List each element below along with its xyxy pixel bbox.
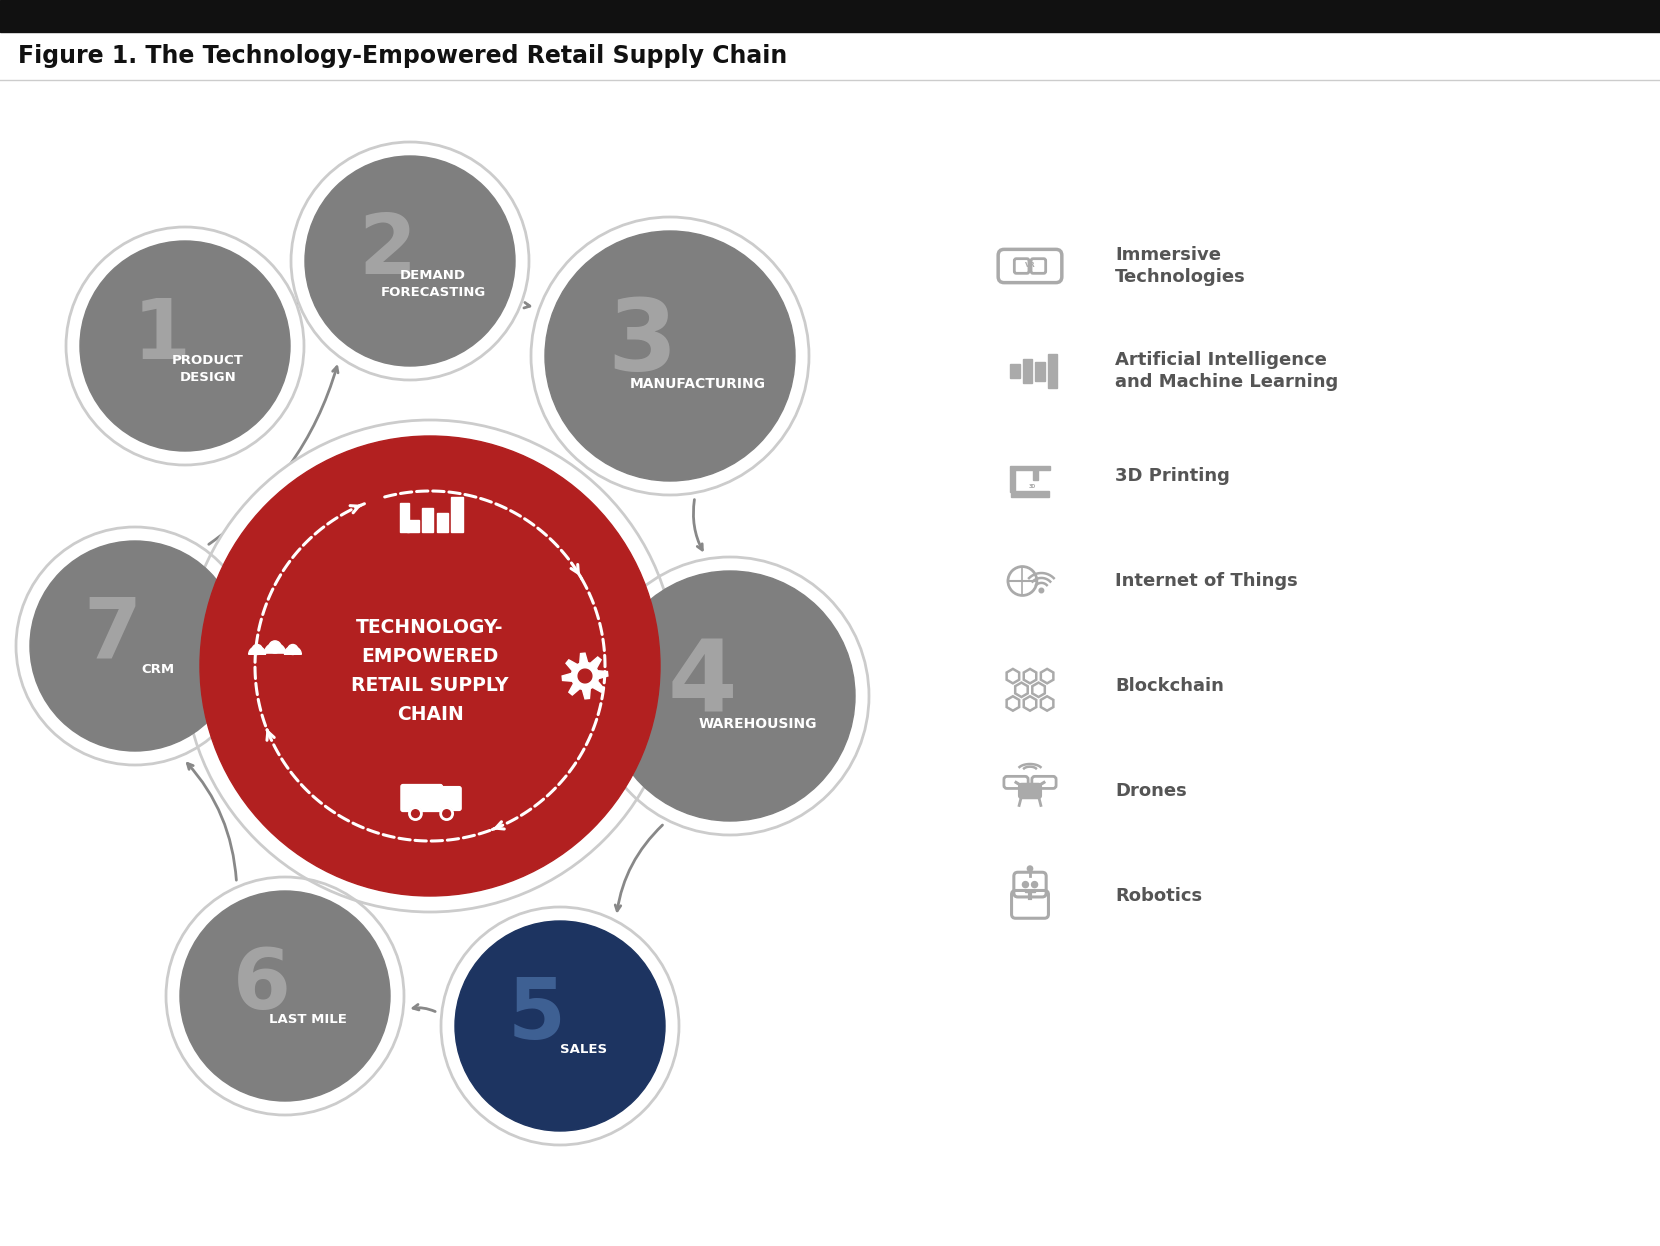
- FancyBboxPatch shape: [437, 786, 461, 810]
- Circle shape: [166, 877, 403, 1115]
- Bar: [422, 507, 433, 532]
- Bar: [1036, 361, 1044, 380]
- Bar: [1011, 491, 1049, 497]
- Text: 1: 1: [133, 295, 191, 376]
- Bar: [1011, 466, 1049, 470]
- Circle shape: [252, 644, 262, 654]
- Circle shape: [1028, 866, 1033, 871]
- Circle shape: [1039, 588, 1044, 593]
- Polygon shape: [578, 669, 593, 683]
- Text: Blockchain: Blockchain: [1116, 677, 1223, 695]
- Circle shape: [604, 571, 855, 821]
- Circle shape: [591, 557, 868, 835]
- Text: Drones: Drones: [1116, 782, 1187, 800]
- Text: 4: 4: [667, 635, 737, 731]
- Bar: [1011, 364, 1019, 379]
- Text: TECHNOLOGY-
EMPOWERED
RETAIL SUPPLY
CHAIN: TECHNOLOGY- EMPOWERED RETAIL SUPPLY CHAI…: [352, 618, 508, 724]
- Text: Internet of Things: Internet of Things: [1116, 572, 1298, 591]
- Bar: [1047, 354, 1057, 388]
- Text: 3D: 3D: [1028, 485, 1036, 490]
- Circle shape: [1031, 882, 1038, 887]
- Circle shape: [287, 644, 297, 654]
- Text: 3: 3: [608, 295, 677, 392]
- Circle shape: [455, 921, 666, 1131]
- Text: 3D Printing: 3D Printing: [1116, 467, 1230, 485]
- Circle shape: [544, 231, 795, 481]
- Circle shape: [410, 807, 422, 820]
- Circle shape: [531, 217, 808, 495]
- Text: DEMAND
FORECASTING: DEMAND FORECASTING: [380, 269, 486, 299]
- Text: MANUFACTURING: MANUFACTURING: [629, 376, 765, 390]
- Text: Robotics: Robotics: [1116, 887, 1202, 905]
- Polygon shape: [264, 643, 286, 653]
- Circle shape: [80, 240, 290, 451]
- Text: 5: 5: [508, 976, 566, 1057]
- Circle shape: [30, 541, 241, 751]
- Bar: [437, 513, 448, 532]
- Bar: [1023, 359, 1033, 383]
- Text: Artificial Intelligence
and Machine Learning: Artificial Intelligence and Machine Lear…: [1116, 350, 1338, 391]
- Text: CRM: CRM: [141, 663, 174, 675]
- Bar: [1033, 470, 1038, 480]
- Text: 2: 2: [359, 211, 417, 292]
- Circle shape: [199, 436, 661, 896]
- Text: LAST MILE: LAST MILE: [269, 1013, 347, 1025]
- Text: PRODUCT
DESIGN: PRODUCT DESIGN: [173, 354, 244, 384]
- Circle shape: [184, 420, 676, 912]
- Circle shape: [442, 907, 679, 1145]
- Bar: [0, 0, 1660, 32]
- FancyBboxPatch shape: [1019, 784, 1041, 799]
- FancyBboxPatch shape: [402, 785, 443, 811]
- Text: SALES: SALES: [559, 1043, 606, 1055]
- Polygon shape: [284, 647, 300, 654]
- Bar: [1011, 470, 1014, 492]
- Circle shape: [290, 142, 530, 380]
- Bar: [452, 497, 463, 532]
- Bar: [400, 503, 408, 532]
- Circle shape: [17, 527, 254, 765]
- Circle shape: [1023, 882, 1029, 887]
- Circle shape: [305, 156, 515, 366]
- Text: VR: VR: [1024, 262, 1036, 268]
- Text: WAREHOUSING: WAREHOUSING: [699, 716, 817, 730]
- Circle shape: [440, 807, 453, 820]
- Polygon shape: [563, 653, 608, 699]
- Circle shape: [179, 891, 390, 1101]
- Text: Immersive
Technologies: Immersive Technologies: [1116, 245, 1245, 287]
- Text: 7: 7: [83, 596, 141, 677]
- Text: Figure 1. The Technology-Empowered Retail Supply Chain: Figure 1. The Technology-Empowered Retai…: [18, 44, 787, 69]
- Bar: [1024, 890, 1036, 892]
- Circle shape: [66, 227, 304, 465]
- Bar: [407, 520, 418, 532]
- Circle shape: [269, 640, 281, 653]
- Text: 6: 6: [232, 944, 290, 1025]
- Polygon shape: [249, 647, 266, 654]
